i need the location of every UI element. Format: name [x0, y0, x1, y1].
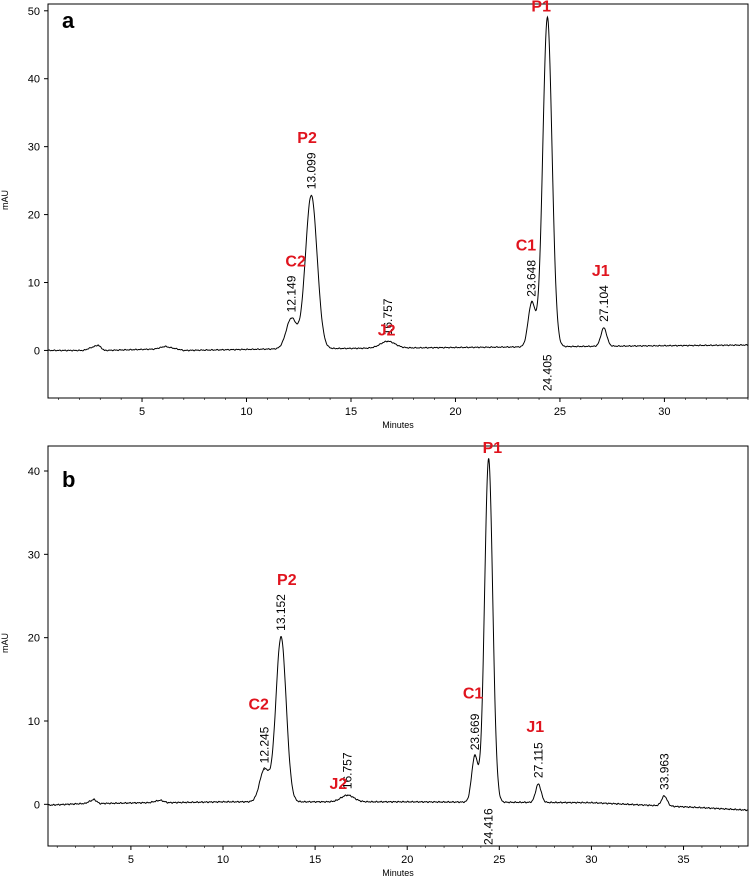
panel-label: a — [62, 8, 75, 33]
peak-point — [263, 768, 265, 770]
peak-name-label: C1 — [516, 238, 537, 255]
peak-name-label: P1 — [531, 0, 551, 15]
y-tick-label: 20 — [28, 633, 40, 645]
x-tick-label: 15 — [309, 854, 321, 866]
chart-panel-a: 0 10 20 30 40 50 5 10 15 20 25 30 Minutes mAU a 12.149 C… — [0, 0, 749, 430]
peak-name-label: P2 — [297, 130, 317, 147]
y-tick-label: 20 — [28, 210, 40, 222]
x-tick-label: 25 — [493, 854, 505, 866]
peak-point — [280, 636, 282, 638]
peak-point — [387, 340, 389, 342]
peak-point — [474, 755, 476, 757]
retention-time-label: 13.099 — [304, 152, 318, 189]
y-tick-label: 0 — [34, 345, 40, 357]
peak-point — [488, 458, 490, 460]
peak-name-label: J2 — [378, 322, 396, 339]
peak-name-label: C2 — [248, 696, 269, 713]
y-tick-label: 40 — [28, 466, 40, 478]
retention-time-label: 12.245 — [257, 726, 271, 763]
peak-point — [310, 194, 312, 196]
peak-name-label: J1 — [592, 263, 610, 280]
y-tick-label: 30 — [28, 549, 40, 561]
y-tick-label: 10 — [28, 716, 40, 728]
peak-name-label: P1 — [483, 440, 503, 457]
peak-point — [546, 16, 548, 18]
retention-time-label: 33.963 — [657, 753, 671, 790]
x-tick-label: 25 — [554, 406, 566, 418]
retention-time-label: 27.115 — [531, 742, 545, 778]
peak-name-label: J2 — [330, 776, 348, 793]
retention-time-label: 23.648 — [525, 260, 539, 297]
plot-frame — [47, 3, 749, 399]
x-tick-label: 20 — [449, 406, 461, 418]
x-tick-label: 10 — [240, 406, 252, 418]
y-tick-label: 40 — [28, 74, 40, 86]
x-tick-label: 10 — [217, 854, 229, 866]
peak-point — [531, 302, 533, 304]
x-axis-label: Minutes — [382, 868, 414, 878]
y-axis-label: mAU — [0, 633, 10, 653]
peak-point — [603, 327, 605, 329]
peak-name-label: C1 — [463, 685, 484, 702]
peak-name-label: J1 — [526, 719, 544, 736]
x-tick-label: 35 — [677, 854, 689, 866]
x-tick-label: 15 — [345, 406, 357, 418]
retention-time-label: 23.669 — [468, 713, 482, 750]
retention-time-label: 16.757 — [381, 298, 395, 335]
peak-name-label: P2 — [277, 572, 297, 589]
chromatogram-trace — [47, 458, 749, 812]
peak-point — [537, 783, 539, 785]
peak-point — [347, 794, 349, 796]
y-axis-label: mAU — [0, 190, 10, 210]
x-tick-label: 30 — [585, 854, 597, 866]
x-tick-label: 20 — [401, 854, 413, 866]
y-tick-label: 50 — [28, 6, 40, 18]
y-tick-label: 30 — [28, 142, 40, 154]
chart-panel-b: 0 10 20 30 40 5 10 15 20 25 30 35 Minutes mAU b 12.245 C… — [0, 440, 749, 878]
plot-frame — [47, 445, 749, 847]
x-axis-label: Minutes — [382, 420, 414, 430]
retention-time-label: 16.757 — [341, 752, 355, 789]
x-tick-label: 5 — [128, 854, 134, 866]
peak-point — [290, 317, 292, 319]
y-tick-label: 0 — [34, 799, 40, 811]
y-tick-label: 10 — [28, 278, 40, 290]
retention-time-label: 27.104 — [597, 285, 611, 322]
retention-time-label: 13.152 — [274, 594, 288, 631]
retention-time-label: 24.405 — [540, 354, 554, 391]
retention-time-label: 24.416 — [482, 808, 496, 845]
x-tick-label: 30 — [658, 406, 670, 418]
panel-label: b — [62, 467, 75, 492]
peak-point — [663, 795, 665, 797]
peak-name-label: C2 — [285, 253, 306, 270]
chromatogram-trace — [47, 15, 748, 352]
retention-time-label: 12.149 — [284, 275, 298, 312]
x-tick-label: 5 — [139, 406, 145, 418]
